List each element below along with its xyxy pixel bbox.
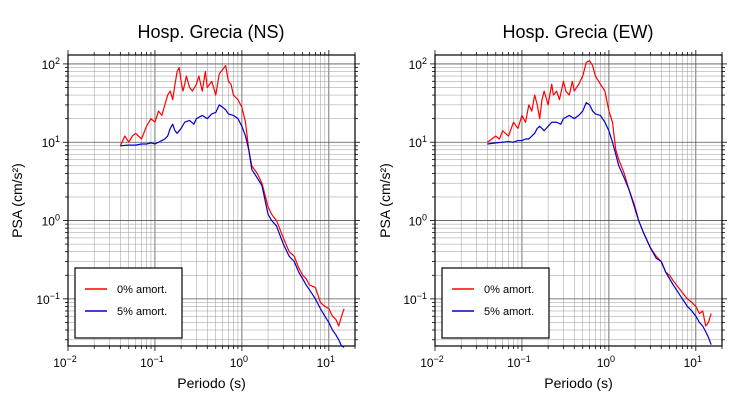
y-tick-label: 101 — [42, 134, 60, 150]
x-tick-label: 100 — [230, 354, 248, 370]
legend-label: 5% amort. — [117, 306, 167, 318]
series-line-undamped — [119, 65, 345, 327]
x-tick-label: 100 — [597, 354, 615, 370]
y-tick-label: 10−1 — [403, 291, 427, 307]
x-tick-label: 10−1 — [507, 354, 531, 370]
y-tick-label: 100 — [42, 213, 60, 229]
x-tick-label: 101 — [317, 354, 335, 370]
y-axis-label: PSA (cm/s²) — [9, 163, 25, 238]
legend-box — [74, 267, 183, 339]
x-axis-label: Periodo (s) — [177, 375, 245, 391]
x-tick-label: 10−2 — [53, 354, 77, 370]
x-axis-label: Periodo (s) — [544, 375, 612, 391]
legend-label: 5% amort. — [484, 306, 534, 318]
series-line-damped — [120, 104, 345, 348]
y-tick-label: 100 — [409, 213, 427, 229]
legend: 0% amort. 5% amort. — [441, 267, 550, 339]
y-tick-label: 10−1 — [36, 291, 60, 307]
y-tick-label: 102 — [42, 56, 60, 72]
plot-frame — [67, 54, 356, 347]
x-tick-label: 101 — [684, 354, 702, 370]
legend-box — [441, 267, 550, 339]
y-axis-label: PSA (cm/s²) — [377, 163, 393, 238]
grid — [63, 50, 360, 351]
chart-title: Hosp. Grecia (NS) — [137, 22, 284, 42]
legend: 0% amort. 5% amort. — [74, 267, 183, 339]
x-tick-label: 10−1 — [140, 354, 164, 370]
x-tick-label: 10−2 — [420, 354, 444, 370]
legend-label: 0% amort. — [484, 284, 534, 296]
legend-label: 0% amort. — [117, 284, 167, 296]
y-tick-label: 102 — [409, 56, 427, 72]
chart-title: Hosp. Grecia (EW) — [502, 22, 653, 42]
y-tick-label: 101 — [409, 134, 427, 150]
chart-panel-1: Hosp. Grecia (NS) 10−2 10−1 100 101 10−1 100 10… — [9, 22, 360, 391]
chart-panel-2: Hosp. Grecia (EW) 10−2 10−1 100 101 10−1 100 10… — [377, 22, 727, 391]
series-line-damped — [487, 102, 712, 345]
plot-frame — [434, 54, 723, 347]
series-line-undamped — [486, 60, 712, 327]
